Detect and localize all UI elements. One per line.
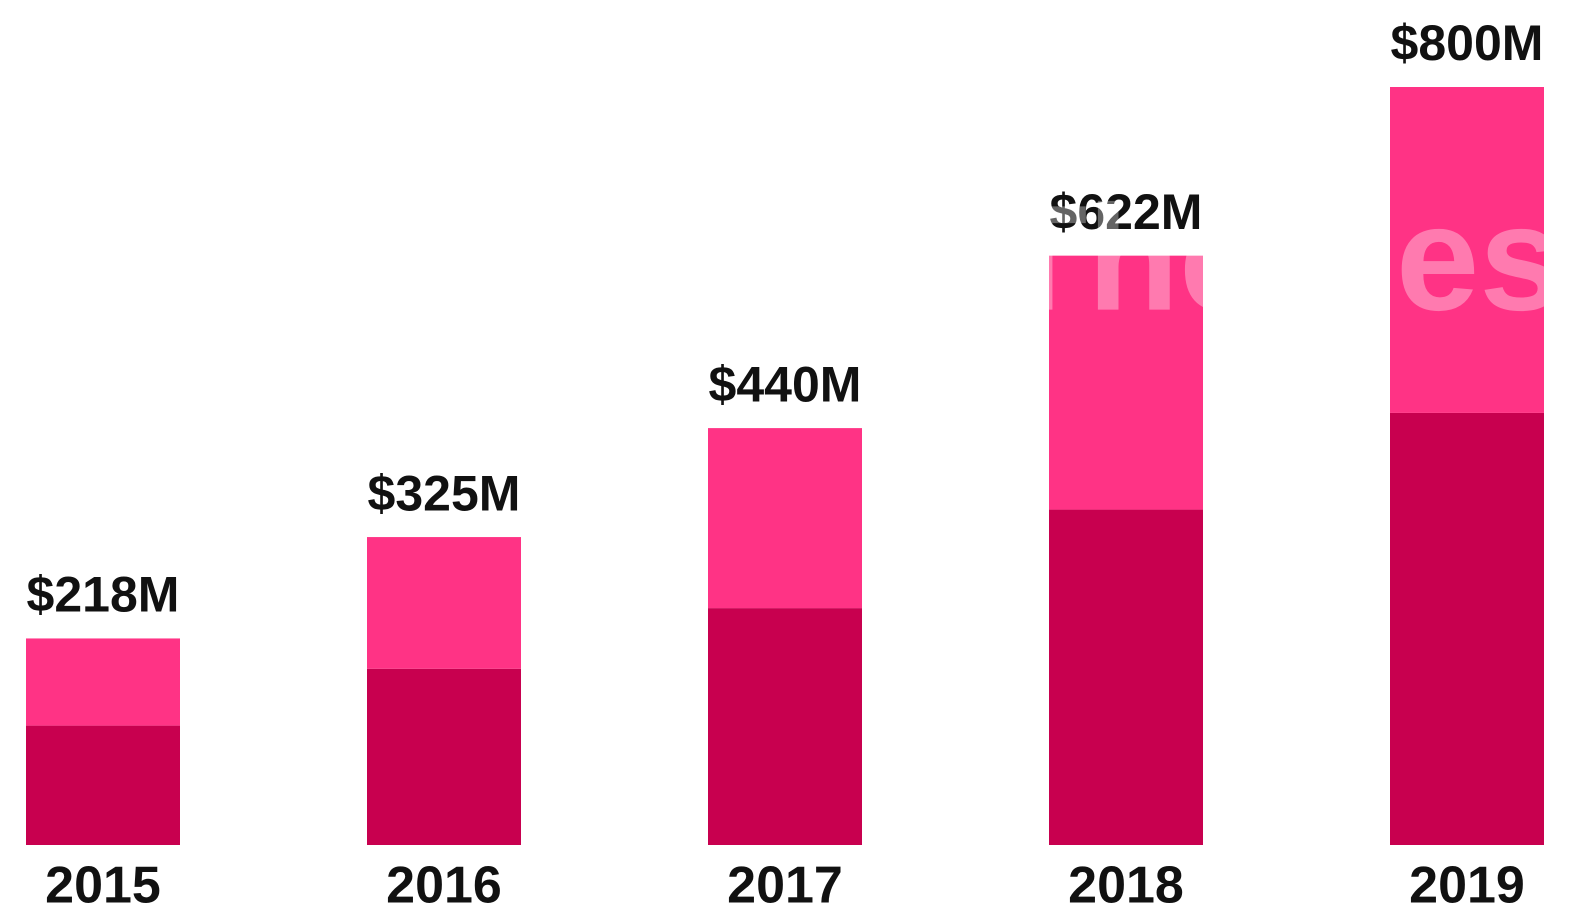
total-label: $622M [1050, 184, 1203, 240]
total-label: $800M [1391, 15, 1544, 71]
x-tick-label: 2015 [45, 857, 161, 915]
bar-segment [1049, 255, 1203, 510]
watermark: GoogleSlidesThemes [37, 174, 1562, 342]
labels: $218M 2015 $325M 2016 $440M 2017 $622M 2018 $800… [27, 15, 1544, 915]
bar-segment [26, 725, 180, 845]
bar-segment [367, 668, 521, 845]
bar-segment [708, 608, 862, 845]
x-tick-label: 2019 [1409, 857, 1525, 915]
bar-segment [26, 638, 180, 726]
bar-segment [708, 428, 862, 609]
bar-segment [1390, 412, 1544, 845]
total-label: $325M [368, 465, 521, 521]
total-label: $218M [27, 567, 180, 623]
total-label: $440M [709, 356, 862, 412]
bar-segment [367, 537, 521, 669]
bar-segment [1390, 87, 1544, 413]
bar-segment [1049, 509, 1203, 845]
x-tick-label: 2017 [727, 857, 843, 915]
x-tick-label: 2018 [1068, 857, 1184, 915]
x-tick-label: 2016 [386, 857, 502, 915]
bars [26, 87, 1544, 845]
